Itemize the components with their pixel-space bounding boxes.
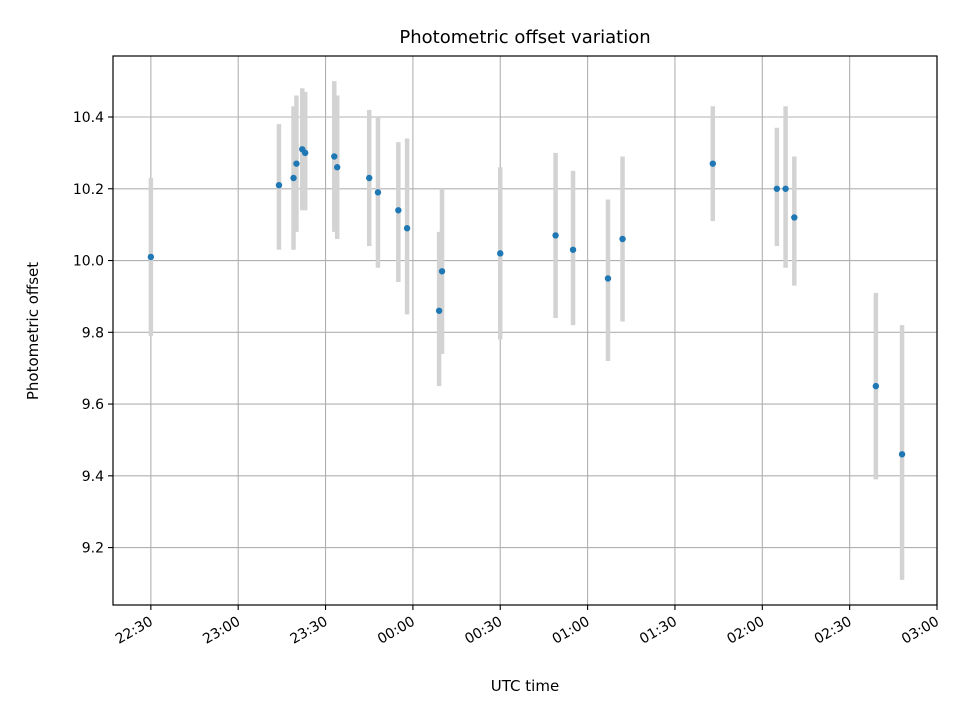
data-point <box>403 225 411 232</box>
data-point <box>604 275 612 282</box>
y-tick-label: 9.8 <box>82 325 104 341</box>
y-tick-label: 10.4 <box>73 110 104 126</box>
x-tick-label: 02:30 <box>812 614 855 648</box>
data-point <box>275 181 283 189</box>
y-tick-label: 9.2 <box>82 541 104 557</box>
data-point <box>782 185 789 192</box>
x-tick-label: 01:30 <box>637 614 680 648</box>
data-point <box>898 451 906 458</box>
data-point <box>791 214 798 221</box>
y-tick-label: 10.0 <box>73 254 104 270</box>
x-tick-label: 22:30 <box>113 614 156 648</box>
data-point <box>395 207 402 214</box>
data-point <box>773 185 781 192</box>
data-point <box>435 307 443 314</box>
data-point <box>709 160 717 167</box>
data-points <box>147 146 906 458</box>
x-axis: 22:30 23:00 23:30 00:00 00:30 01:00 01:30 02:00… <box>113 605 942 648</box>
data-point <box>331 153 338 160</box>
data-point <box>374 189 382 196</box>
data-point <box>552 232 559 239</box>
data-point <box>619 235 626 243</box>
y-axis: 9.2 9.4 9.6 9.8 10.0 10.2 10.4 <box>73 110 113 557</box>
data-point <box>497 250 504 257</box>
x-tick-label: 01:00 <box>550 614 593 648</box>
error-bars <box>148 81 905 580</box>
data-point <box>301 149 309 157</box>
data-point <box>333 164 341 171</box>
x-tick-label: 02:00 <box>724 614 767 648</box>
grid <box>113 56 938 605</box>
chart-title: Photometric offset variation <box>399 27 650 48</box>
data-point <box>872 382 880 390</box>
y-tick-label: 9.6 <box>82 397 104 413</box>
y-tick-label: 9.4 <box>82 469 104 485</box>
data-point <box>569 246 577 253</box>
x-tick-label: 03:00 <box>899 614 942 648</box>
x-tick-label: 23:00 <box>200 614 243 648</box>
data-point <box>366 174 373 182</box>
y-axis-label: Photometric offset <box>24 262 42 400</box>
x-tick-label: 00:30 <box>462 614 505 648</box>
data-point <box>290 174 297 182</box>
y-tick-label: 10.2 <box>73 182 104 198</box>
x-tick-label: 00:00 <box>375 614 418 648</box>
data-point <box>147 253 155 261</box>
data-point <box>438 268 446 275</box>
plot-frame <box>112 55 938 606</box>
x-axis-label: UTC time <box>491 677 559 695</box>
x-tick-label: 23:30 <box>288 614 331 648</box>
data-point <box>293 160 300 167</box>
